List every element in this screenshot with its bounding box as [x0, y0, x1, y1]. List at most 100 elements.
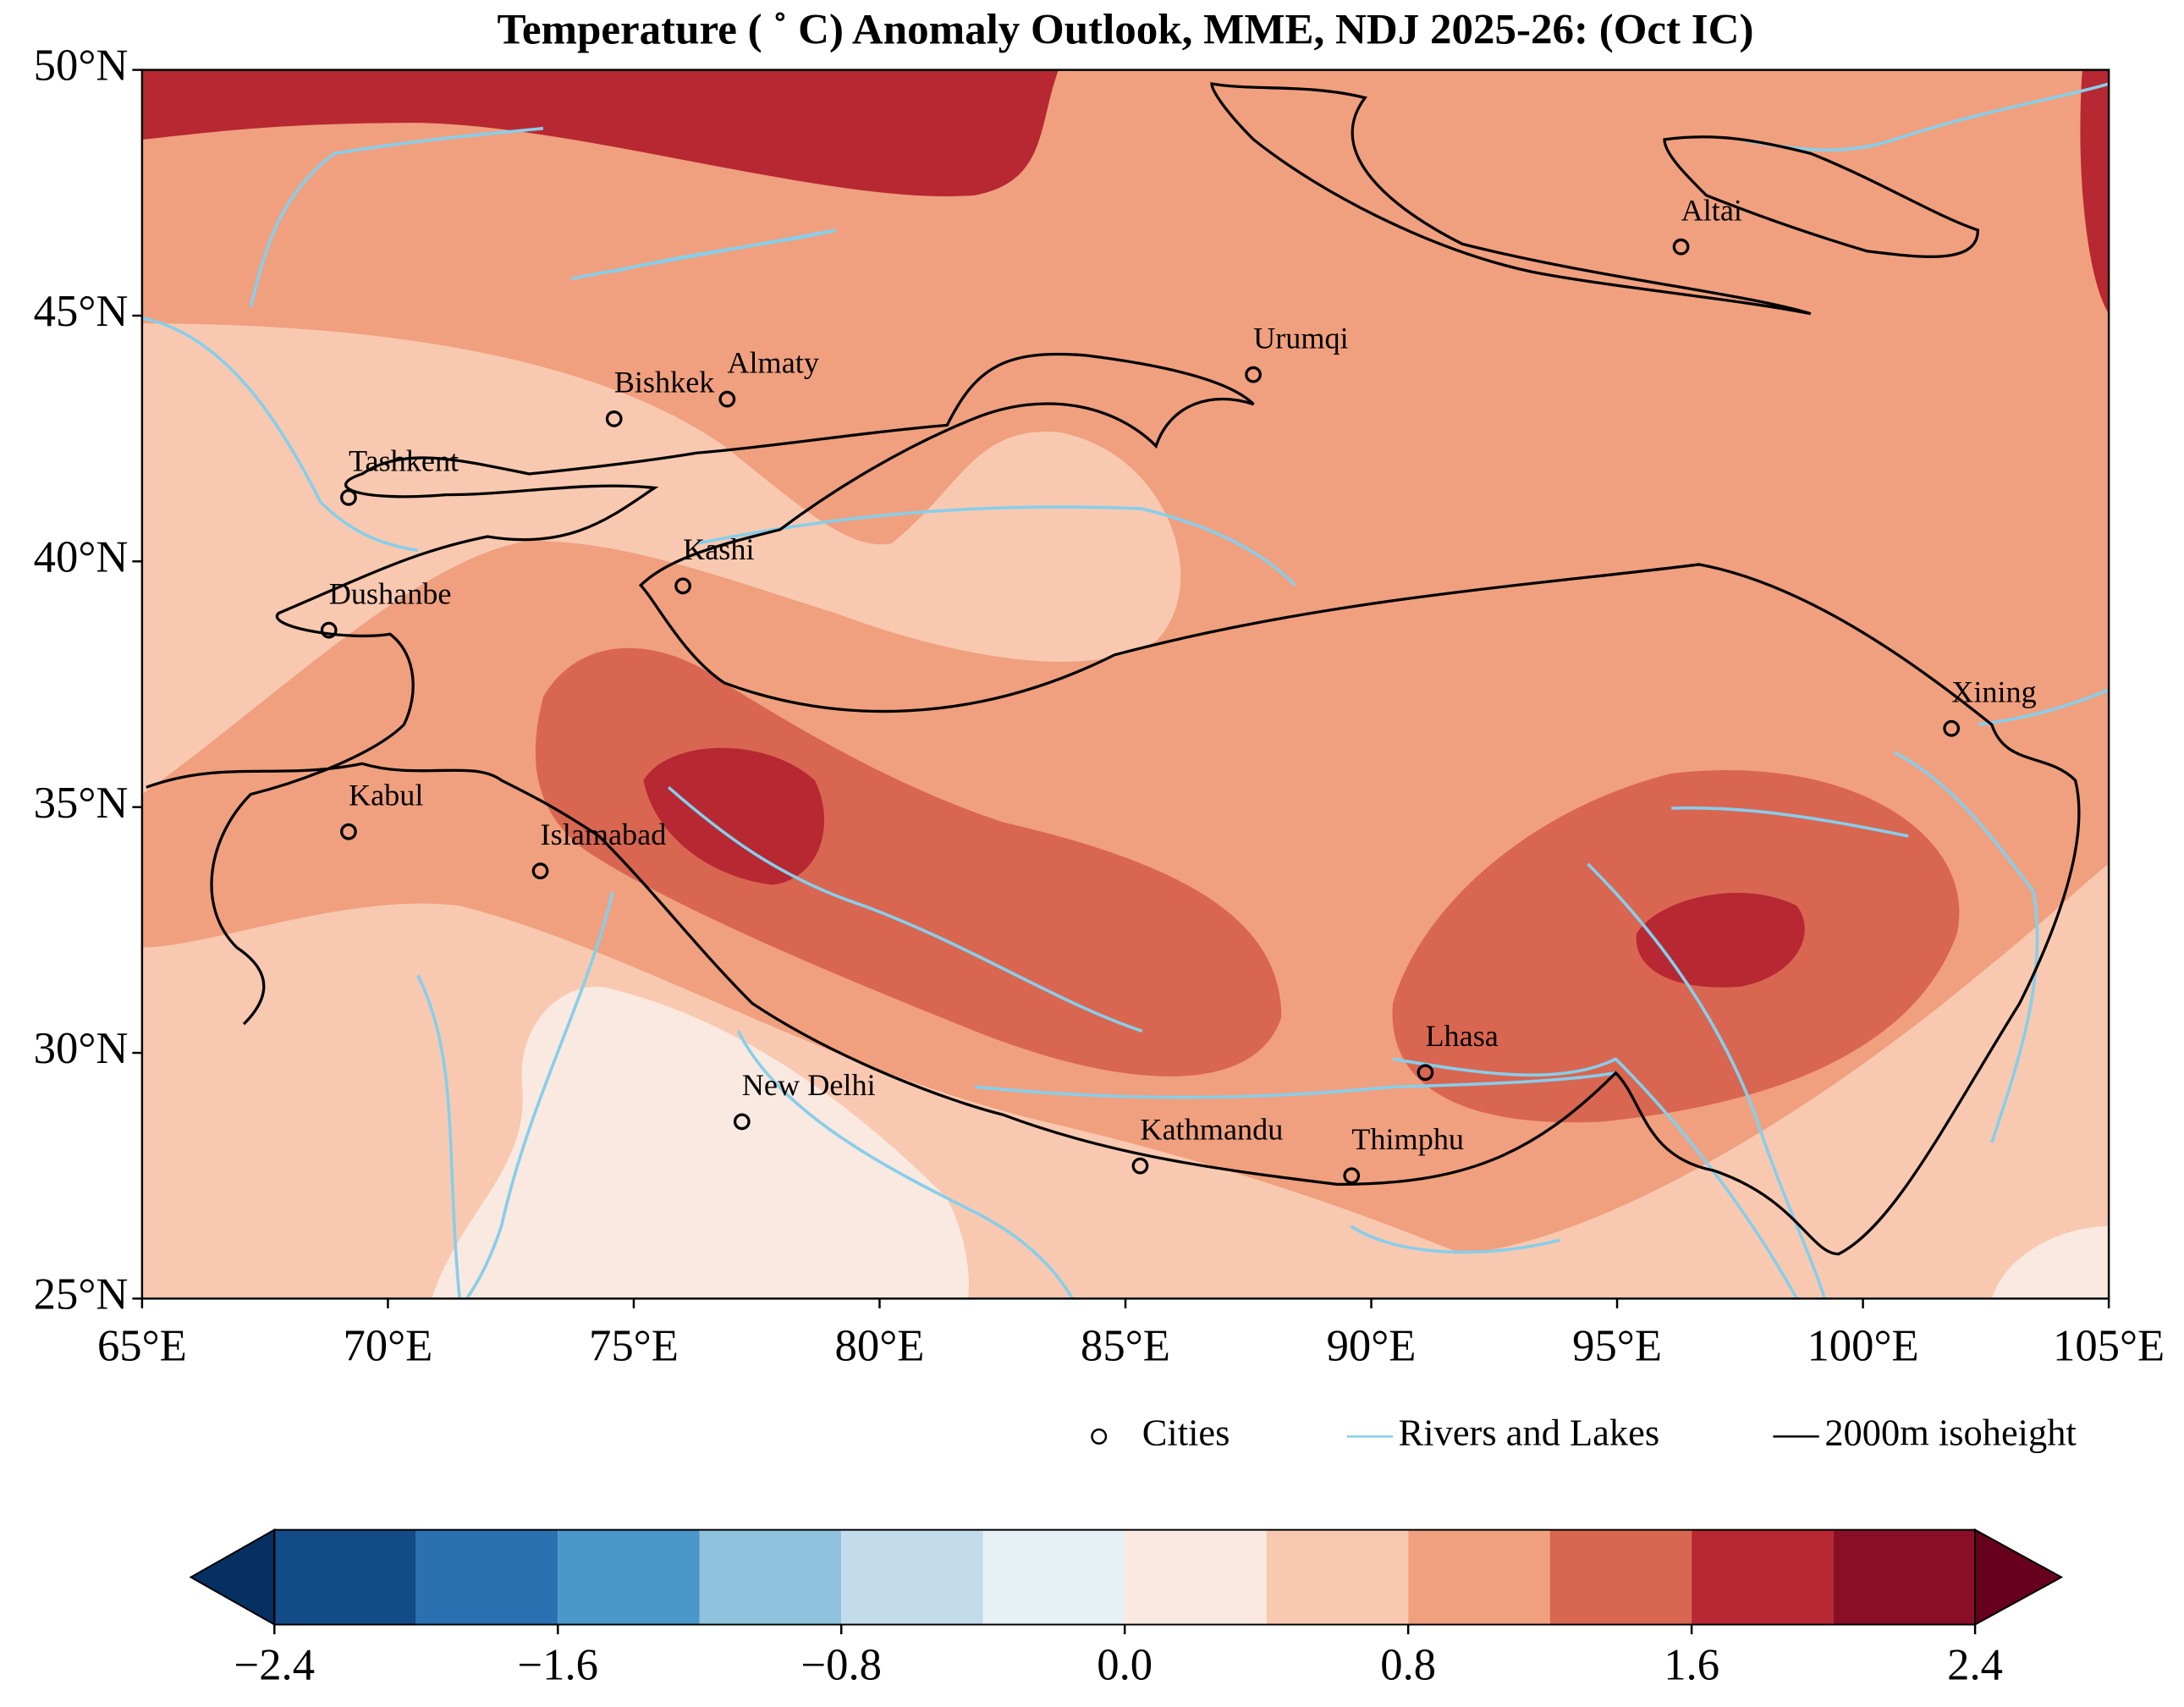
colorbar-segment [982, 1529, 1125, 1625]
anomaly-fill [1991, 1225, 2110, 1299]
river [1893, 751, 2039, 1143]
dynamic-layer: 65°E 70°E 75°E 80°E 85°E 90°E 95°E 100°E 105°E 25… [34, 41, 2165, 1690]
city-label: Bishkek [614, 366, 716, 399]
river [249, 126, 544, 307]
city-label: Altai [1681, 193, 1742, 227]
anomaly-fill [141, 69, 1059, 196]
colorbar-segment [1266, 1529, 1409, 1625]
colorbar-segment [1549, 1529, 1692, 1625]
y-tick-label: 40°N [34, 532, 129, 581]
city-marker [531, 862, 549, 880]
city-marker [320, 621, 338, 639]
colorbar-tick-label: 1.6 [1664, 1640, 1719, 1689]
river [416, 974, 461, 1299]
colorbar-tick-label: −2.4 [234, 1640, 316, 1689]
city-marker [718, 390, 736, 408]
colorbar-segment [415, 1529, 558, 1625]
river [736, 1030, 1075, 1299]
city-label: Islamabad [541, 818, 667, 851]
city-marker [1672, 238, 1690, 256]
colorbar-tick-label: −0.8 [800, 1640, 882, 1689]
isoheight-line [146, 352, 2081, 1256]
colorbar-segment [841, 1529, 983, 1625]
colorbar-tick-label: 0.0 [1097, 1640, 1153, 1689]
city-label: Dushanbe [329, 576, 452, 610]
title: Temperature ( ˚ C) Anomaly Outlook, MME,… [498, 7, 1754, 54]
river [1587, 862, 1827, 1299]
colorbar-extend [189, 1528, 276, 1627]
city-label: Kabul [349, 779, 423, 812]
y-tick-label: 25°N [34, 1270, 129, 1319]
city-label: Almaty [727, 345, 819, 379]
colorbar-segment [558, 1529, 700, 1625]
river [696, 505, 1297, 586]
y-tick-label: 35°N [34, 779, 129, 828]
city-marker [1417, 1064, 1434, 1082]
river [1741, 82, 2110, 152]
river [141, 316, 419, 553]
river [465, 891, 615, 1299]
city-label: Kashi [683, 532, 754, 566]
colorbar-segment [1125, 1529, 1267, 1625]
river [1350, 1225, 1561, 1254]
x-tick-label: 105°E [2053, 1321, 2165, 1370]
colorbar-segment [1408, 1529, 1550, 1625]
colorbar-segment [1833, 1529, 1976, 1625]
legend-city-marker [1091, 1428, 1108, 1445]
colorbar-segment [699, 1529, 842, 1625]
city-marker [605, 410, 623, 427]
x-tick-label: 65°E [97, 1321, 187, 1370]
city-label: Kathmandu [1140, 1112, 1283, 1146]
city-marker [674, 577, 691, 595]
city-marker [340, 488, 357, 506]
anomaly-fill [1636, 892, 1805, 988]
legend-label: Cities [1142, 1412, 1230, 1454]
river [570, 229, 837, 281]
x-tick-label: 95°E [1572, 1321, 1662, 1370]
city-label: Xining [1951, 675, 2037, 709]
y-tick-label: 30°N [34, 1024, 129, 1073]
colorbar-segment [274, 1529, 416, 1625]
city-marker [1131, 1157, 1149, 1175]
colorbar-tick-label: 2.4 [1947, 1640, 2003, 1689]
river [1978, 688, 2110, 727]
colorbar-tick-label: 0.8 [1380, 1640, 1436, 1689]
city-label: Thimphu [1351, 1122, 1464, 1156]
river [1392, 1057, 1798, 1299]
city-marker [1245, 366, 1262, 383]
legend-label: 2000m isoheight [1824, 1412, 2077, 1454]
river [1671, 806, 1909, 838]
y-tick-label: 50°N [34, 41, 129, 91]
colorbar-segment [1692, 1529, 1834, 1625]
river [975, 1071, 1616, 1099]
x-tick-label: 80°E [835, 1321, 925, 1370]
x-tick-label: 85°E [1081, 1321, 1170, 1370]
legend-label: Rivers and Lakes [1399, 1412, 1660, 1454]
city-marker [733, 1113, 751, 1131]
city-label: Tashkent [349, 444, 459, 478]
city-marker [1343, 1167, 1361, 1185]
city-marker [340, 823, 357, 840]
anomaly-fill [2080, 69, 2110, 314]
x-tick-label: 70°E [343, 1321, 432, 1370]
anomaly-fill [432, 986, 969, 1299]
x-tick-label: 100°E [1807, 1321, 1918, 1370]
river [667, 785, 1143, 1033]
city-label: New Delhi [742, 1068, 876, 1102]
x-tick-label: 90°E [1327, 1321, 1417, 1370]
city-label: Urumqi [1253, 321, 1349, 355]
map-area [141, 69, 2110, 1299]
isoheight-line [1210, 82, 1812, 316]
anomaly-fill [643, 747, 825, 885]
city-marker [1943, 719, 1961, 737]
anomaly-fill [141, 323, 1181, 795]
colorbar-extend [1974, 1528, 2064, 1627]
y-tick-label: 45°N [34, 287, 129, 336]
city-label: Lhasa [1425, 1019, 1498, 1053]
x-tick-label: 75°E [589, 1321, 679, 1370]
colorbar-tick-label: −1.6 [517, 1640, 598, 1689]
isoheight-line [1663, 135, 1980, 258]
